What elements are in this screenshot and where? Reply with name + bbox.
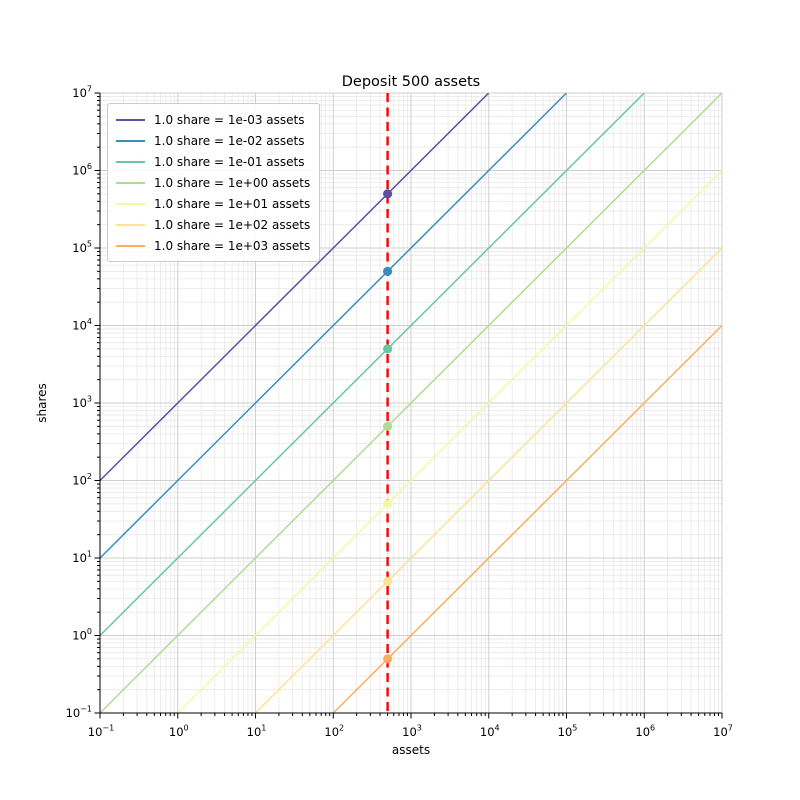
legend-line-swatch xyxy=(116,202,145,205)
legend-label: 1.0 share = 1e+00 assets xyxy=(154,175,311,190)
series-line-3 xyxy=(100,93,722,713)
x-tick-label: 10−1 xyxy=(88,724,114,740)
legend-label: 1.0 share = 1e+03 assets xyxy=(154,238,311,253)
x-tick-label: 102 xyxy=(324,724,344,740)
legend-line-swatch xyxy=(116,223,145,226)
x-tick-label: 103 xyxy=(402,724,422,740)
legend-line-swatch xyxy=(116,160,145,163)
y-tick-label: 107 xyxy=(72,85,92,101)
x-tick-label: 107 xyxy=(713,724,733,740)
legend-label: 1.0 share = 1e-02 assets xyxy=(154,133,305,148)
x-tick-label: 104 xyxy=(480,724,500,740)
y-tick-label: 103 xyxy=(72,395,92,411)
y-tick-label: 104 xyxy=(72,317,92,333)
legend-item-1: 1.0 share = 1e-02 assets xyxy=(116,130,310,151)
marker-1 xyxy=(382,266,393,276)
y-tick-label: 100 xyxy=(72,627,92,643)
series-line-5 xyxy=(254,247,722,713)
marker-3 xyxy=(382,421,393,431)
legend-item-4: 1.0 share = 1e+01 assets xyxy=(116,193,310,214)
legend-label: 1.0 share = 1e+02 assets xyxy=(154,217,311,232)
series-line-6 xyxy=(332,324,722,713)
legend-item-0: 1.0 share = 1e-03 assets xyxy=(116,109,310,130)
series-line-0 xyxy=(100,93,490,482)
x-tick-label: 106 xyxy=(635,724,655,740)
deposit-markers xyxy=(382,189,393,664)
y-tick-label: 105 xyxy=(72,240,92,256)
legend-line-swatch xyxy=(116,139,145,142)
x-tick-label: 100 xyxy=(169,724,189,740)
marker-0 xyxy=(382,189,393,199)
legend-item-5: 1.0 share = 1e+02 assets xyxy=(116,214,310,235)
x-tick-label: 101 xyxy=(247,724,267,740)
marker-5 xyxy=(382,576,393,586)
x-axis-label: assets xyxy=(391,743,431,757)
y-tick-label: 106 xyxy=(72,162,92,178)
y-tick-label: 101 xyxy=(72,550,92,566)
axis-ticks xyxy=(94,92,723,719)
legend-line-swatch xyxy=(116,118,145,121)
series-line-2 xyxy=(100,93,645,637)
legend-label: 1.0 share = 1e-03 assets xyxy=(154,112,305,127)
y-tick-label: 102 xyxy=(72,472,92,488)
series-line-1 xyxy=(100,93,568,559)
series-lines xyxy=(100,93,722,713)
marker-2 xyxy=(382,344,393,354)
legend-line-swatch xyxy=(116,244,145,247)
series-line-4 xyxy=(177,169,722,713)
legend-item-2: 1.0 share = 1e-01 assets xyxy=(116,151,310,172)
legend-item-3: 1.0 share = 1e+00 assets xyxy=(116,172,310,193)
legend-item-6: 1.0 share = 1e+03 assets xyxy=(116,235,310,256)
chart-title: Deposit 500 assets xyxy=(341,74,481,90)
y-axis-label: shares xyxy=(35,383,49,423)
tick-labels: 10−1 100 101 102 103 104 105 106 107 10−1 100 101 10… xyxy=(66,85,733,740)
legend: 1.0 share = 1e-03 assets 1.0 share = 1e-0… xyxy=(107,103,321,262)
y-tick-label: 10−1 xyxy=(66,705,92,721)
legend-line-swatch xyxy=(116,181,145,184)
marker-6 xyxy=(382,654,393,664)
legend-label: 1.0 share = 1e+01 assets xyxy=(154,196,311,211)
legend-label: 1.0 share = 1e-01 assets xyxy=(154,154,305,169)
x-tick-label: 105 xyxy=(558,724,578,740)
marker-4 xyxy=(382,499,393,509)
